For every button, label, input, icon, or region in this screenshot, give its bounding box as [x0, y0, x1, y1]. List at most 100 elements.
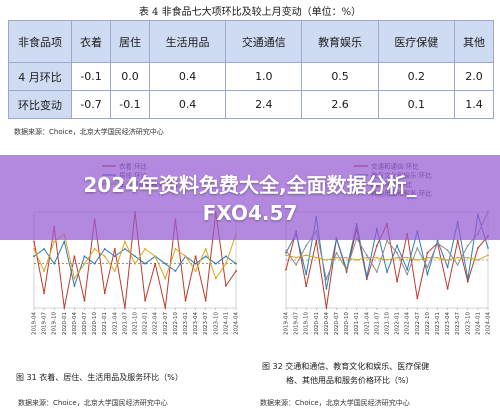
overlay-banner: 2024年资料免费大全,全面数据分析_ FXO4.57 — [0, 155, 500, 240]
x-tick-label: 2022-04 — [405, 312, 411, 335]
data-point — [305, 244, 308, 247]
x-tick-label: 2022-04 — [153, 312, 159, 335]
data-point — [83, 255, 86, 258]
x-tick-label: 2019-04 — [32, 312, 38, 335]
table-cell: 2.0 — [453, 62, 495, 91]
data-point — [83, 299, 86, 302]
data-point — [285, 251, 287, 254]
data-point — [325, 259, 328, 261]
data-point — [416, 247, 419, 249]
table4-source: 数据来源：Choice，北京大学国民经济研究中心 — [14, 128, 164, 136]
data-point — [103, 255, 106, 258]
data-point — [345, 256, 348, 259]
x-tick-label: 2023-04 — [193, 312, 199, 335]
data-point — [487, 254, 489, 257]
data-point — [335, 251, 338, 254]
data-point — [43, 270, 45, 272]
data-point — [285, 268, 287, 271]
data-point — [235, 262, 237, 265]
banner-line-2: FXO4.57 — [202, 201, 298, 225]
data-point — [113, 255, 116, 258]
data-point — [73, 255, 76, 258]
column-header: 其他 — [453, 20, 495, 63]
data-point — [446, 266, 449, 269]
data-point — [396, 256, 398, 259]
x-tick-label: 2024-01 — [223, 312, 229, 335]
data-point — [204, 299, 207, 302]
column-header: 教育娱乐 — [301, 20, 379, 63]
data-point — [416, 297, 419, 300]
table-cell: -0.1 — [109, 90, 150, 119]
data-point — [325, 287, 328, 290]
data-point — [426, 251, 429, 254]
chart31-caption: 图 31 衣着、居住、生活用品及服务环比（%） — [16, 373, 183, 382]
x-tick-label: 2021-10 — [385, 312, 391, 335]
data-point — [194, 255, 197, 258]
row-label: 4 月环比 — [8, 62, 72, 91]
x-tick-label: 2023-10 — [465, 312, 471, 335]
data-point — [134, 255, 136, 258]
data-point — [33, 240, 35, 243]
data-point — [93, 248, 96, 250]
data-point — [436, 239, 439, 242]
data-point — [406, 256, 409, 259]
x-tick-label: 2021-07 — [122, 312, 128, 335]
x-tick-label: 2020-07 — [82, 312, 88, 335]
data-point — [456, 256, 459, 259]
data-point — [214, 277, 217, 280]
data-point — [426, 266, 429, 269]
x-tick-label: 2019-07 — [42, 312, 48, 335]
data-point — [426, 273, 429, 276]
data-point — [406, 273, 409, 276]
data-point — [194, 262, 197, 265]
data-point — [53, 262, 56, 265]
data-point — [164, 262, 167, 265]
data-point — [305, 254, 308, 257]
data-point — [285, 254, 287, 257]
data-point — [436, 242, 439, 245]
x-tick-label: 2023-10 — [213, 312, 219, 335]
table-cell: 0.5 — [301, 62, 379, 91]
column-header: 衣着 — [71, 20, 111, 63]
data-point — [144, 262, 147, 265]
data-point — [295, 256, 297, 259]
data-point — [376, 244, 378, 247]
x-tick-label: 2024-01 — [475, 312, 481, 335]
data-point — [154, 262, 157, 265]
table-cell: -0.7 — [71, 90, 111, 119]
data-point — [184, 255, 187, 258]
data-point — [365, 275, 368, 278]
data-point — [466, 278, 469, 281]
data-point — [174, 270, 177, 272]
table-cell: 0.2 — [377, 62, 455, 91]
x-tick-label: 2021-04 — [112, 312, 118, 335]
data-point — [477, 247, 479, 249]
data-point — [225, 284, 227, 287]
x-tick-label: 2020-10 — [92, 312, 98, 335]
data-point — [426, 256, 429, 259]
x-tick-label: 2020-07 — [334, 312, 340, 335]
table-cell: 0.4 — [148, 90, 227, 119]
x-tick-label: 2023-07 — [455, 312, 461, 335]
data-point — [33, 248, 35, 250]
chart32-caption-line1: 图 32 交通和通信、教育文化和娱乐、医疗保健 — [262, 362, 430, 371]
data-point — [365, 278, 368, 281]
data-point — [285, 249, 287, 252]
data-point — [235, 270, 237, 272]
data-point — [396, 280, 398, 283]
table-cell: 0.0 — [109, 62, 150, 91]
column-header: 交通通信 — [225, 20, 303, 63]
data-point — [93, 262, 96, 265]
data-point — [295, 263, 297, 266]
x-tick-label: 2020-04 — [72, 312, 78, 335]
data-point — [487, 247, 489, 249]
x-tick-label: 2021-10 — [133, 312, 139, 335]
data-point — [204, 248, 207, 250]
chart31-source: 数据来源：Choice，北京大学国民经济研究中心 — [18, 399, 168, 407]
data-point — [466, 244, 469, 247]
data-point — [43, 248, 45, 250]
data-point — [103, 248, 106, 250]
x-tick-label: 2022-07 — [163, 312, 169, 335]
x-tick-label: 2020-01 — [62, 312, 68, 335]
data-point — [446, 249, 449, 252]
